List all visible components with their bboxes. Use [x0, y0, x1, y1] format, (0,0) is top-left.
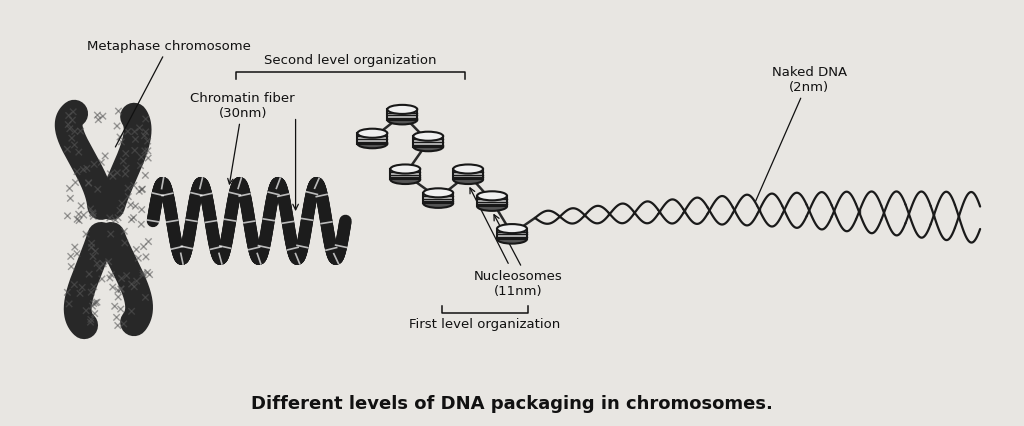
FancyBboxPatch shape [414, 137, 443, 147]
Text: Naked DNA
(2nm): Naked DNA (2nm) [756, 66, 847, 202]
Text: First level organization: First level organization [410, 317, 561, 331]
Ellipse shape [423, 199, 454, 208]
Ellipse shape [390, 176, 420, 184]
Ellipse shape [414, 143, 443, 152]
Ellipse shape [387, 116, 417, 125]
Text: Different levels of DNA packaging in chromosomes.: Different levels of DNA packaging in chr… [251, 394, 773, 412]
FancyBboxPatch shape [423, 193, 454, 204]
Ellipse shape [387, 106, 417, 115]
Ellipse shape [357, 140, 387, 149]
FancyBboxPatch shape [477, 196, 507, 207]
FancyBboxPatch shape [387, 110, 417, 121]
Ellipse shape [390, 165, 420, 174]
Ellipse shape [477, 202, 507, 211]
Ellipse shape [477, 192, 507, 201]
Text: Nucleosomes
(11nm): Nucleosomes (11nm) [470, 188, 562, 297]
Ellipse shape [454, 176, 483, 184]
FancyBboxPatch shape [357, 134, 387, 144]
Ellipse shape [497, 225, 527, 233]
Ellipse shape [497, 235, 527, 244]
FancyBboxPatch shape [454, 170, 483, 180]
FancyBboxPatch shape [497, 229, 527, 239]
Text: Second level organization: Second level organization [264, 54, 436, 67]
Ellipse shape [414, 132, 443, 141]
FancyBboxPatch shape [390, 170, 420, 180]
Ellipse shape [423, 189, 454, 198]
Ellipse shape [454, 165, 483, 174]
Text: Chromatin fiber
(30nm): Chromatin fiber (30nm) [190, 92, 295, 184]
Ellipse shape [357, 130, 387, 138]
Text: Metaphase chromosome: Metaphase chromosome [87, 40, 251, 147]
